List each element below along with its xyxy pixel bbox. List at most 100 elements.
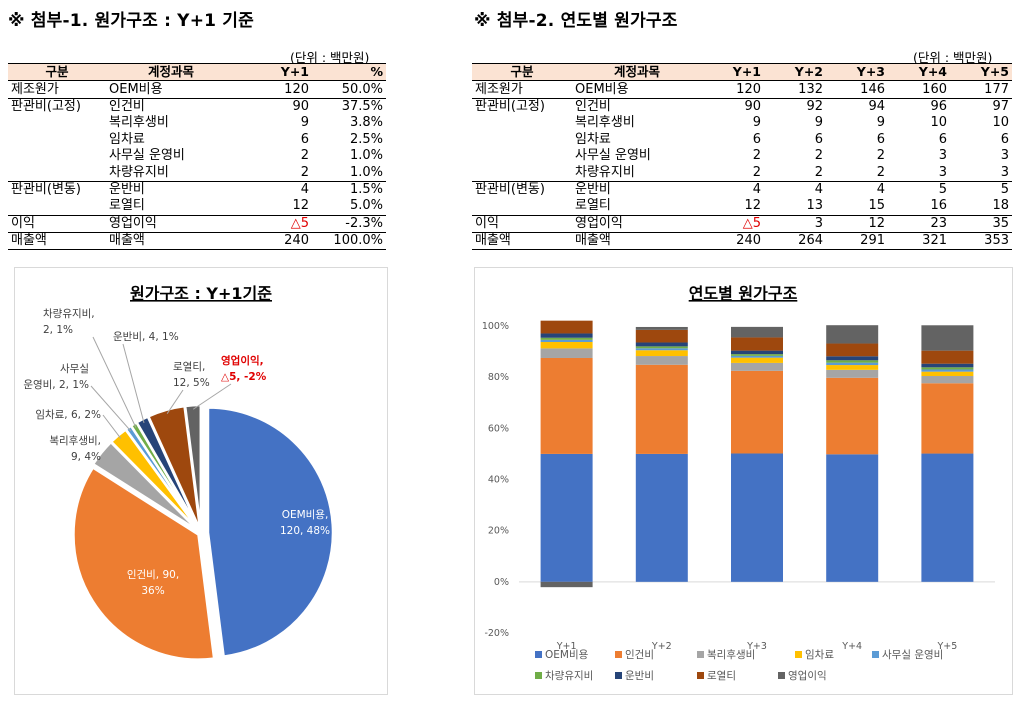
table2-row: 사무실 운영비 2 2 2 3 3 (472, 148, 1012, 164)
pie-leader-line (90, 385, 132, 432)
table1-header: % (312, 62, 386, 82)
table2-item-cell: 매출액 (572, 232, 702, 251)
bar-segment (826, 343, 879, 357)
table2-value-cell: 2 (876, 148, 885, 164)
table2-value-cell: 2 (752, 148, 761, 164)
table2-value-cell: 3 (888, 164, 950, 182)
table1-value-cell: 6 (300, 131, 309, 147)
table1-value-cell: 120 (236, 80, 312, 99)
table1-item-cell: 차량유지비 (106, 164, 236, 182)
pie-chart-box: 원가구조 : Y+1기준 OEM비용, 120, 48% 인건비, 90, 36% 복리후… (14, 267, 388, 695)
table2-value-cell: 94 (868, 98, 885, 114)
legend-label: 복리후생비 (707, 649, 755, 661)
pie-data-label: 영업이익, △5, -2% (221, 354, 267, 383)
table1-item-cell: 운반비 (109, 181, 145, 197)
table2-group-cell (472, 132, 572, 148)
pie-leader-line (122, 343, 145, 423)
table1-pct-cell: -2.3% (312, 215, 386, 233)
table1-item-cell: 로열티 (106, 198, 236, 216)
y-tick-label: 60% (488, 423, 509, 434)
bar-chart-box: 연도별 원가구조 -20% 0% 20% 40% 60% 80% 100% Y+1 Y+2 Y+3 Y… (474, 267, 1013, 695)
table1-pct-cell: 1.5% (349, 181, 383, 197)
bar-chart-title: 연도별 원가구조 (689, 284, 798, 303)
table1-pct-cell: 1.0% (312, 164, 386, 182)
table2-value-cell: 6 (876, 131, 885, 147)
table1-row: 제조원가 OEM비용 120 50.0% (8, 80, 386, 99)
bar-segment (540, 581, 593, 588)
pie-chart-title: 원가구조 : Y+1기준 (130, 284, 272, 303)
bar-segment (635, 350, 688, 357)
table1-group-cell (8, 148, 106, 164)
bar-segment (540, 357, 593, 454)
table2-value-cell: 264 (764, 232, 826, 251)
table2-item-cell: 임차료 (575, 131, 611, 147)
legend-label: 운반비 (625, 670, 654, 682)
table1-item-cell: 임차료 (109, 131, 145, 147)
yearly-cost-table: 구분 계정과목 Y+1 Y+2 Y+3 Y+4 Y+5 제조원가 OEM비용 120 132 146… (472, 62, 1012, 251)
table2-value-cell: 146 (826, 80, 888, 99)
table2-header: 계정과목 (572, 62, 702, 82)
table2-value-cell: 35 (950, 215, 1012, 233)
bar-segment (826, 377, 879, 455)
legend-label: 임차료 (805, 648, 834, 661)
table1-value-cell: 90 (292, 98, 309, 114)
section1-title: ※ 첨부-1. 원가구조 : Y+1 기준 (8, 11, 254, 31)
table2-value-cell: 3 (938, 148, 947, 164)
table1-row: 이익 영업이익 △5 -2.3% (8, 215, 386, 233)
bar-segment (635, 346, 688, 349)
table1-pct-cell: 100.0% (312, 232, 386, 251)
table2-row: 임차료 6 6 6 6 6 (472, 132, 1012, 148)
table2-value-cell: 12 (826, 215, 888, 233)
legend-label: OEM비용 (545, 649, 589, 661)
table2-group-cell (472, 164, 572, 182)
x-category-label: Y+5 (936, 641, 957, 652)
table2-group-cell (472, 198, 572, 216)
table1-item-cell: 복리후생비 (109, 115, 169, 131)
table1-value-cell: 9 (300, 115, 309, 131)
pie-leader-line (102, 414, 122, 439)
table2-row: 차량유지비 2 2 2 3 3 (472, 164, 1012, 182)
table1-row: 로열티 12 5.0% (8, 198, 386, 216)
table2-item-cell: 인건비 (575, 98, 611, 114)
table2-value-cell: 9 (752, 115, 761, 131)
table1-header: 계정과목 (106, 62, 236, 82)
table1-row: 매출액 매출액 240 100.0% (8, 232, 386, 251)
table2-value-cell: 132 (764, 80, 826, 99)
table1-group-cell (8, 164, 106, 182)
legend-swatch (697, 672, 704, 679)
table2-row: 판관비(고정) 인건비 90 92 94 96 97 (472, 98, 1012, 115)
table1-row: 차량유지비 2 1.0% (8, 164, 386, 182)
y-tick-label: 40% (488, 475, 509, 486)
table1-item-cell: 매출액 (106, 232, 236, 251)
bar-segment (635, 326, 688, 330)
table2-item-cell: 로열티 (572, 198, 702, 216)
bar-segment (540, 348, 593, 358)
table2-group-cell: 판관비(변동) (475, 181, 545, 197)
table1-pct-cell: 1.0% (349, 148, 383, 164)
table2-header: 구분 (472, 62, 572, 82)
table1-group-cell: 판관비(고정) (11, 98, 81, 114)
table2-value-cell: 23 (888, 215, 950, 233)
x-category-label: Y+4 (841, 641, 862, 652)
table2-value-cell: 3 (950, 164, 1012, 182)
table2-item-cell: 복리후생비 (575, 115, 635, 131)
table2-value-cell: 120 (702, 80, 764, 99)
table2-row: 이익 영업이익 △5 3 12 23 35 (472, 215, 1012, 233)
pie-leader-line (166, 389, 184, 414)
cost-structure-table: 구분 계정과목 Y+1% 제조원가 OEM비용 120 50.0% 판관비(고정) 인건비 90… (8, 62, 386, 251)
table1-item-cell: 영업이익 (106, 215, 236, 233)
table2-value-cell: 10 (930, 115, 947, 131)
table2-value-cell: 97 (992, 98, 1009, 114)
table1-group-cell (8, 198, 106, 216)
table2-group-cell: 제조원가 (472, 80, 572, 99)
table2-value-cell: 13 (764, 198, 826, 216)
bar-segment (826, 365, 879, 370)
legend-swatch (615, 651, 622, 658)
table2-value-cell: 4 (814, 181, 823, 197)
table2-value-cell: 6 (938, 131, 947, 147)
x-category-label: Y+3 (746, 641, 767, 652)
stacked-bar-chart: 연도별 원가구조 -20% 0% 20% 40% 60% 80% 100% Y+1 Y+2 Y+3 Y… (482, 284, 995, 682)
pie-leader-line (102, 454, 105, 459)
table2-value-cell: 353 (950, 232, 1012, 251)
bar-segment (635, 348, 688, 351)
